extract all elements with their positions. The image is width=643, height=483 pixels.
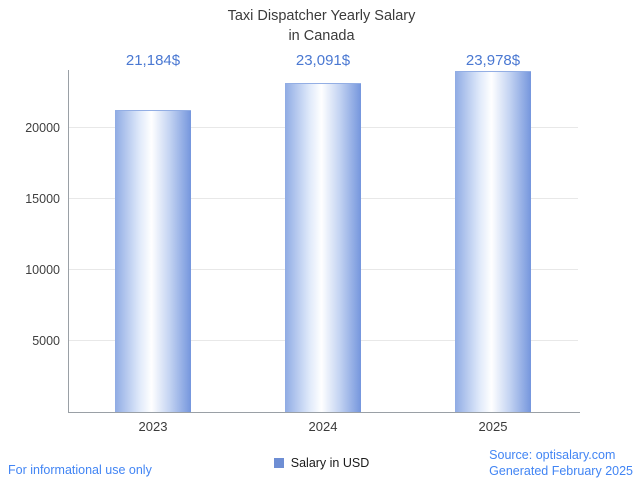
legend: Salary in USD xyxy=(0,456,643,470)
y-axis-labels: 5000 10000 15000 20000 xyxy=(0,70,60,412)
y-tick-label: 15000 xyxy=(25,192,60,207)
x-tick-label-2024: 2024 xyxy=(308,419,338,434)
bars xyxy=(68,70,578,412)
bar-slot-2023 xyxy=(68,70,238,412)
value-label-row: 21,184$ 23,091$ 23,978$ xyxy=(68,52,578,69)
footer-source: Source: optisalary.com Generated Februar… xyxy=(489,447,633,480)
x-axis-line xyxy=(68,412,580,413)
chart-title-line1: Taxi Dispatcher Yearly Salary xyxy=(227,8,416,24)
bar-value-label-2023: 21,184$ xyxy=(125,52,181,69)
y-tick-label: 20000 xyxy=(25,121,60,136)
x-axis-labels: 2023 2024 2025 xyxy=(68,419,578,434)
bar-slot-2025 xyxy=(408,70,578,412)
footer-disclaimer: For informational use only xyxy=(8,463,152,477)
y-tick-label: 5000 xyxy=(32,334,60,349)
bar-2023 xyxy=(115,110,191,412)
x-tick-label-2023: 2023 xyxy=(138,419,168,434)
bar-slot-2024 xyxy=(238,70,408,412)
y-tick-label: 10000 xyxy=(25,263,60,278)
legend-label: Salary in USD xyxy=(290,456,370,470)
bar-2025 xyxy=(455,70,531,412)
plot-area xyxy=(68,70,578,412)
x-tick-label-2025: 2025 xyxy=(478,419,508,434)
footer-generated-line: Generated February 2025 xyxy=(489,463,633,478)
chart-title-line2: in Canada xyxy=(288,27,355,44)
legend-swatch-icon xyxy=(273,458,284,468)
chart-title: Taxi Dispatcher Yearly Salary in Canada xyxy=(0,7,643,46)
bar-2024 xyxy=(285,83,361,412)
footer-source-line[interactable]: Source: optisalary.com xyxy=(489,447,616,462)
y-axis-line xyxy=(68,70,69,412)
bar-value-label-2025: 23,978$ xyxy=(465,52,521,69)
bar-value-label-2024: 23,091$ xyxy=(295,52,351,69)
